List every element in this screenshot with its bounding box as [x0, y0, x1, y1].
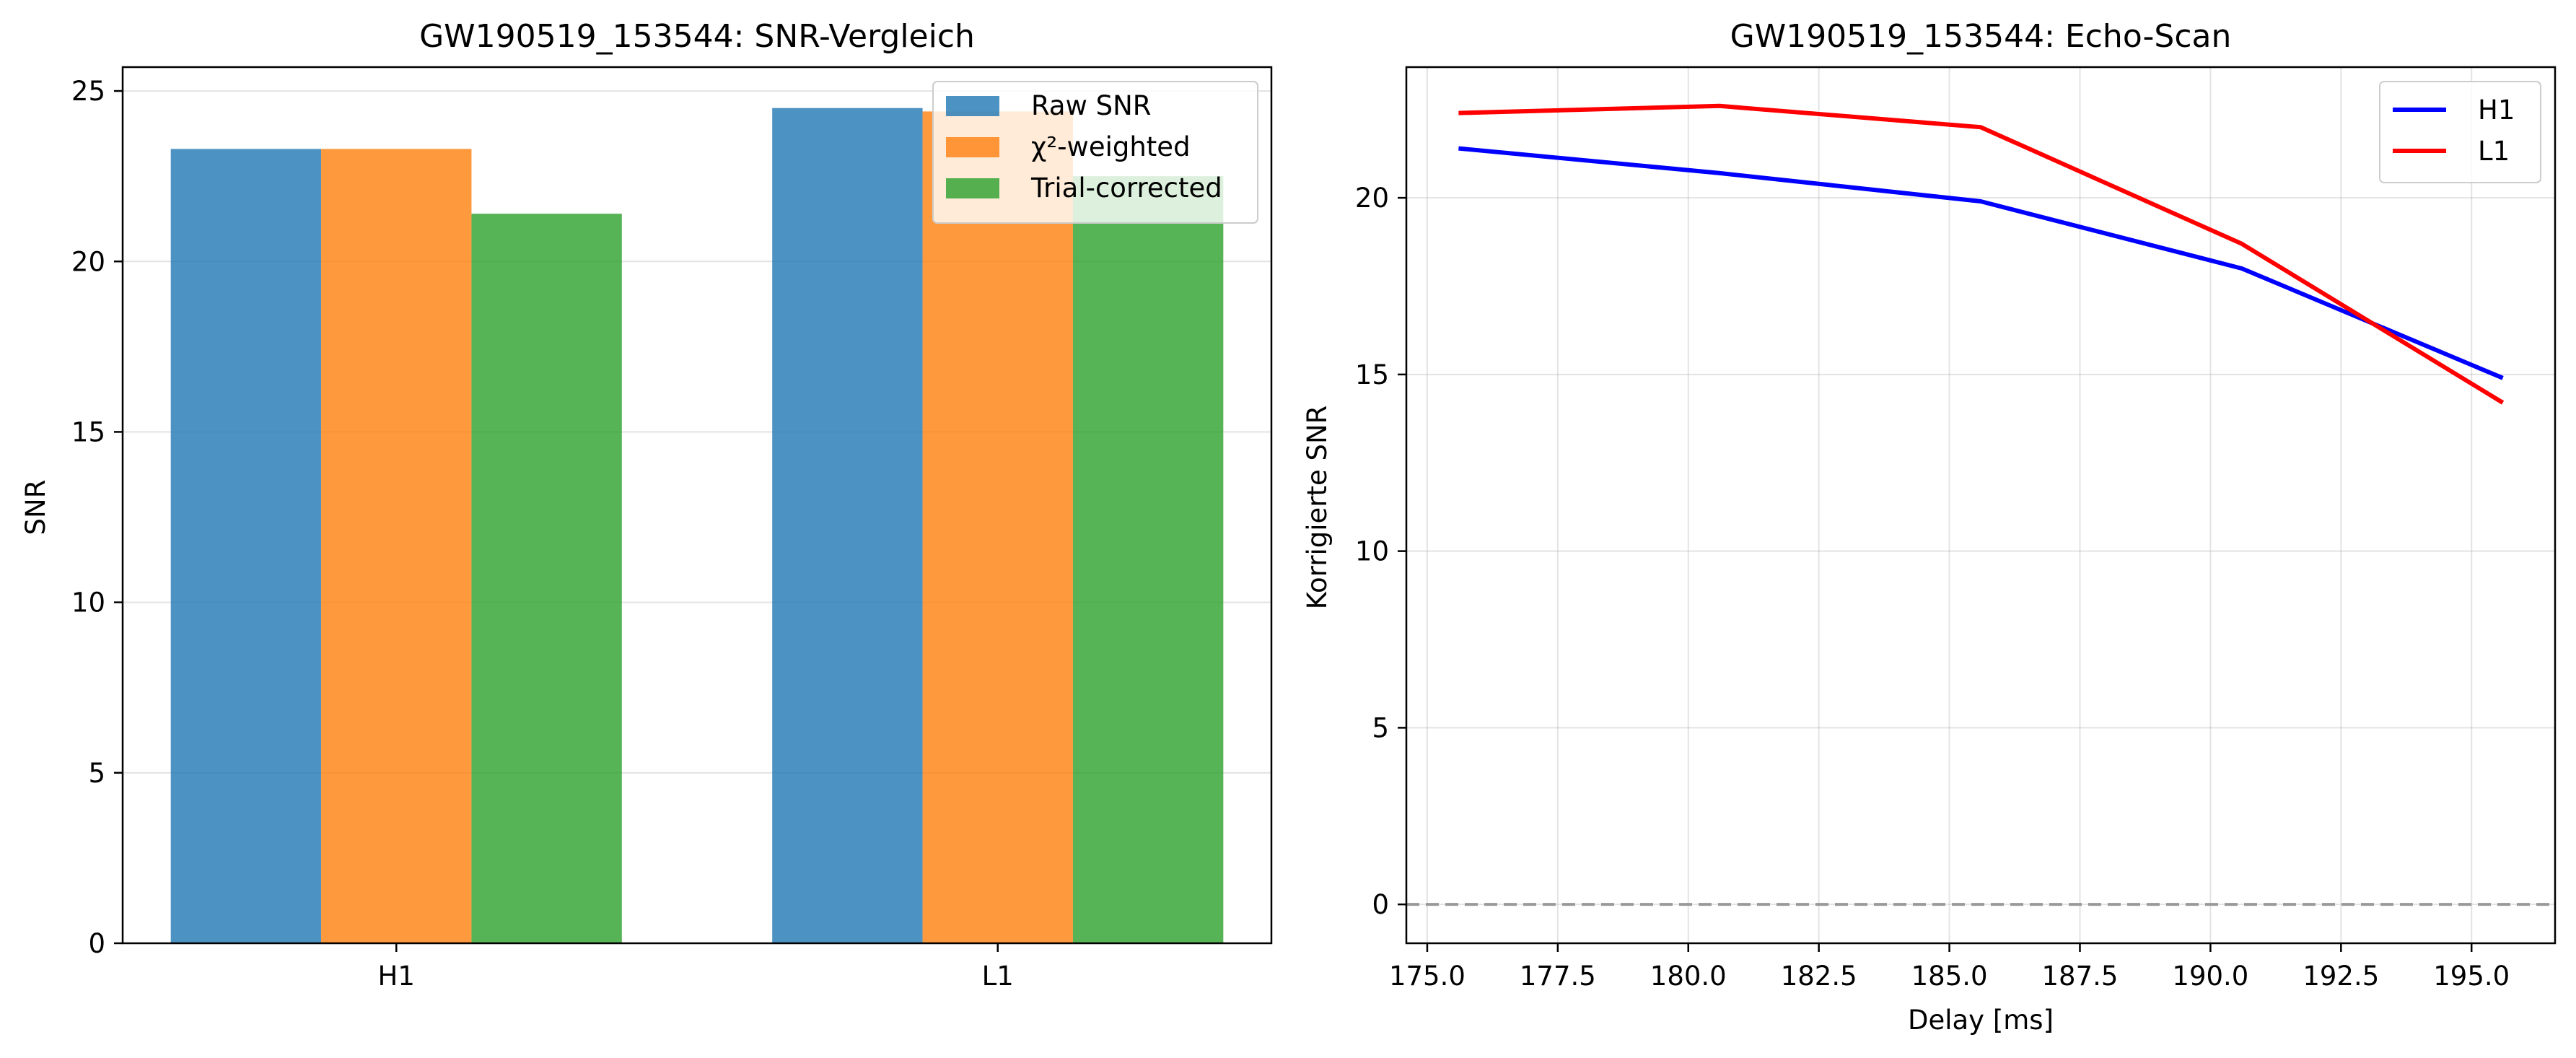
x-tick-label: 187.5: [2042, 961, 2119, 992]
bar-l1-2: [1072, 176, 1224, 943]
bar-h1-0: [170, 149, 322, 944]
snr-comparison-chart: GW190519_153544: SNR-Vergleich SNR 0 5 10 1…: [20, 18, 1273, 992]
plot-frame: [121, 66, 1273, 945]
x-tick-label: 175.0: [1389, 961, 1466, 992]
bar-l1-1: [922, 111, 1073, 943]
legend-swatch: [946, 137, 999, 157]
legend-label: Raw SNR: [1031, 90, 1151, 121]
grid-lines: [1406, 67, 2555, 943]
x-tick-label: 180.0: [1650, 961, 1727, 992]
x-ticks: 175.0 177.5 180.0 182.5 185.0 187.5 190.0 192.5…: [1389, 943, 2510, 992]
chart-title: GW190519_153544: Echo-Scan: [1730, 18, 2232, 55]
y-tick-label: 10: [71, 587, 105, 618]
legend-swatch: [946, 178, 999, 198]
legend-label: L1: [2478, 136, 2510, 167]
y-tick-label: 25: [71, 76, 105, 107]
y-ticks: 0 5 10 15 20: [1355, 183, 1406, 920]
y-tick-label: 20: [71, 246, 105, 277]
x-tick-label: H1: [378, 961, 415, 992]
y-ticks: 0 5 10 15 20 25: [71, 76, 123, 959]
legend-box: [2379, 81, 2541, 183]
y-tick-label: 15: [1355, 359, 1389, 390]
legend-swatch: [946, 96, 999, 116]
legend: Raw SNR χ²-weighted Trial-corrected: [932, 81, 1258, 224]
chart-title: GW190519_153544: SNR-Vergleich: [419, 18, 975, 55]
x-tick-label: 190.0: [2172, 961, 2248, 992]
series-lines: [1458, 103, 2505, 405]
y-tick-label: 0: [88, 928, 105, 959]
bar-l1-0: [772, 108, 923, 944]
plot-frame: [1405, 66, 2557, 945]
y-axis-label: Korrigierte SNR: [1302, 406, 1333, 610]
legend-label: χ²-weighted: [1031, 131, 1191, 162]
y-axis-label: SNR: [20, 480, 51, 535]
series-line-h1: [1458, 146, 2504, 380]
bars: [170, 108, 1224, 944]
x-tick-label: 177.5: [1520, 961, 1596, 992]
x-ticks: H1 L1: [378, 943, 1014, 992]
legend-label: Trial-corrected: [1030, 172, 1222, 204]
y-tick-label: 20: [1355, 183, 1389, 214]
bar-h1-2: [471, 214, 622, 944]
series-line-l1: [1458, 103, 2505, 405]
x-tick-label: 195.0: [2433, 961, 2510, 992]
x-tick-label: L1: [982, 961, 1014, 992]
x-tick-label: 182.5: [1781, 961, 1857, 992]
legend-label: H1: [2478, 95, 2515, 126]
legend-box: [932, 81, 1258, 224]
y-tick-label: 15: [71, 416, 105, 447]
x-tick-label: 192.5: [2303, 961, 2379, 992]
y-tick-label: 0: [1372, 889, 1389, 920]
y-tick-label: 5: [88, 758, 105, 789]
x-axis-label: Delay [ms]: [1908, 1005, 2054, 1036]
bar-h1-1: [321, 149, 472, 944]
x-tick-label: 185.0: [1911, 961, 1988, 992]
y-tick-label: 10: [1355, 536, 1389, 567]
y-tick-label: 5: [1372, 712, 1389, 743]
echo-scan-chart: GW190519_153544: Echo-Scan Korrigierte S…: [1302, 18, 2557, 1036]
